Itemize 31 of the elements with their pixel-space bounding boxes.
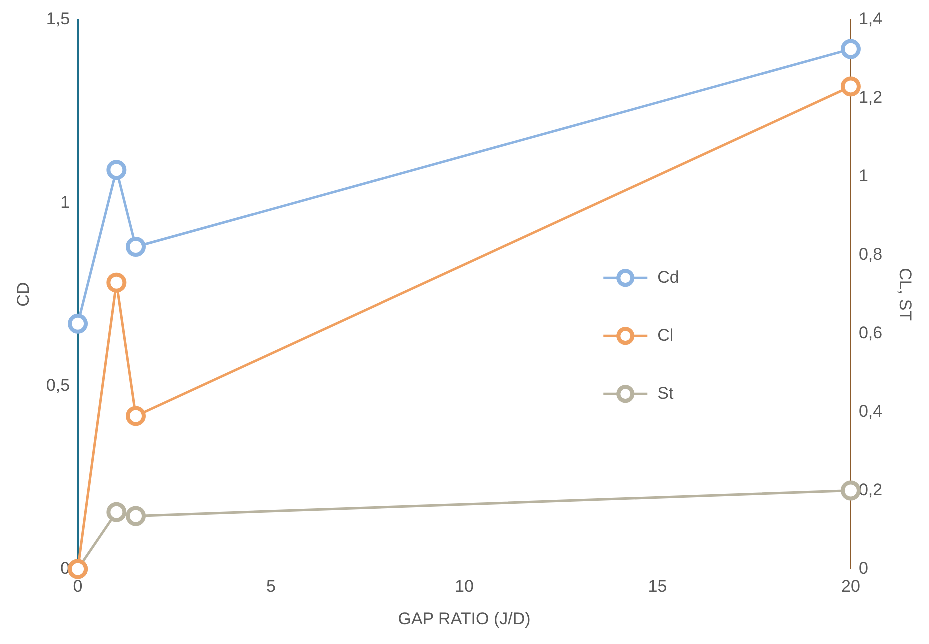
point [126,237,146,258]
y2-tick-label: 0,8 [858,245,883,264]
point [106,502,127,522]
y2-tick-label: 0,6 [858,324,883,343]
y-tick-label: 0,5 [46,376,70,395]
x-tick-label: 10 [455,577,474,596]
y2-tick-label: 1,4 [858,10,883,29]
point [840,480,861,501]
y2-tick-label: 1,2 [858,88,883,108]
legend-label: Cd [658,268,680,287]
y2-axis-title: CL, ST [896,268,916,322]
y-axis-title: CD [14,282,33,307]
y2-tick-label: 0 [858,558,868,578]
legend-label: St [658,384,674,403]
x-axis-title: GAP RATIO (J/D) [398,609,531,628]
x-tick-label: 15 [648,577,668,596]
y-tick-label: 1,5 [46,10,70,29]
point [840,76,861,97]
point [126,506,146,526]
x-tick-label: 20 [842,577,860,596]
x-tick-label: 0 [73,577,83,596]
point [840,39,861,60]
y2-tick-label: 1 [858,166,868,186]
point [106,272,127,293]
y2-tick-label: 0,4 [858,402,883,421]
point [126,406,146,426]
x-tick-label: 5 [266,577,276,596]
y-tick-label: 1 [60,192,70,212]
point [68,314,88,334]
point [106,160,127,180]
legend-label: Cl [658,326,674,345]
